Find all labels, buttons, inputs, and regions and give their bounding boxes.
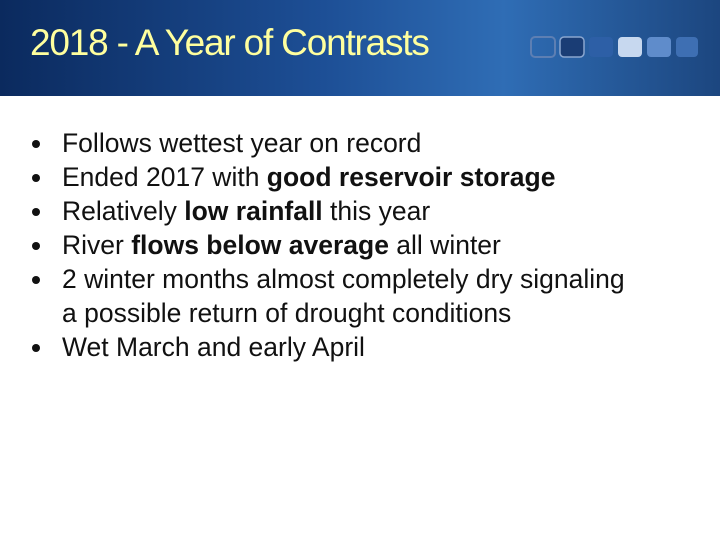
bullet-item: River flows below average all winter — [32, 228, 642, 262]
bullet-item: Ended 2017 with good reservoir storage — [32, 160, 642, 194]
bold-text: good reservoir storage — [266, 162, 556, 192]
bullet-item: Relatively low rainfall this year — [32, 194, 642, 228]
bold-text: flows below average — [131, 230, 389, 260]
text: River — [62, 230, 132, 260]
text: Ended 2017 with — [62, 162, 267, 192]
text: Relatively — [62, 196, 185, 226]
slide-title: 2018 - A Year of Contrasts — [30, 22, 430, 63]
decoration — [530, 36, 698, 58]
bullet-item: Wet March and early April — [32, 330, 642, 364]
text: this year — [322, 196, 431, 226]
bold-text: low rainfall — [184, 196, 323, 226]
header-band: 2018 - A Year of Contrasts — [0, 0, 720, 96]
text: Wet March and early April — [62, 332, 365, 362]
bullet-item: Follows wettest year on record — [32, 126, 642, 160]
bullet-list: Follows wettest year on record Ended 2017… — [32, 126, 642, 364]
text: 2 winter months almost completely dry si… — [62, 264, 625, 328]
bullet-item: 2 winter months almost completely dry si… — [32, 262, 642, 330]
text: all winter — [388, 230, 501, 260]
text: Follows wettest year on record — [62, 128, 422, 158]
